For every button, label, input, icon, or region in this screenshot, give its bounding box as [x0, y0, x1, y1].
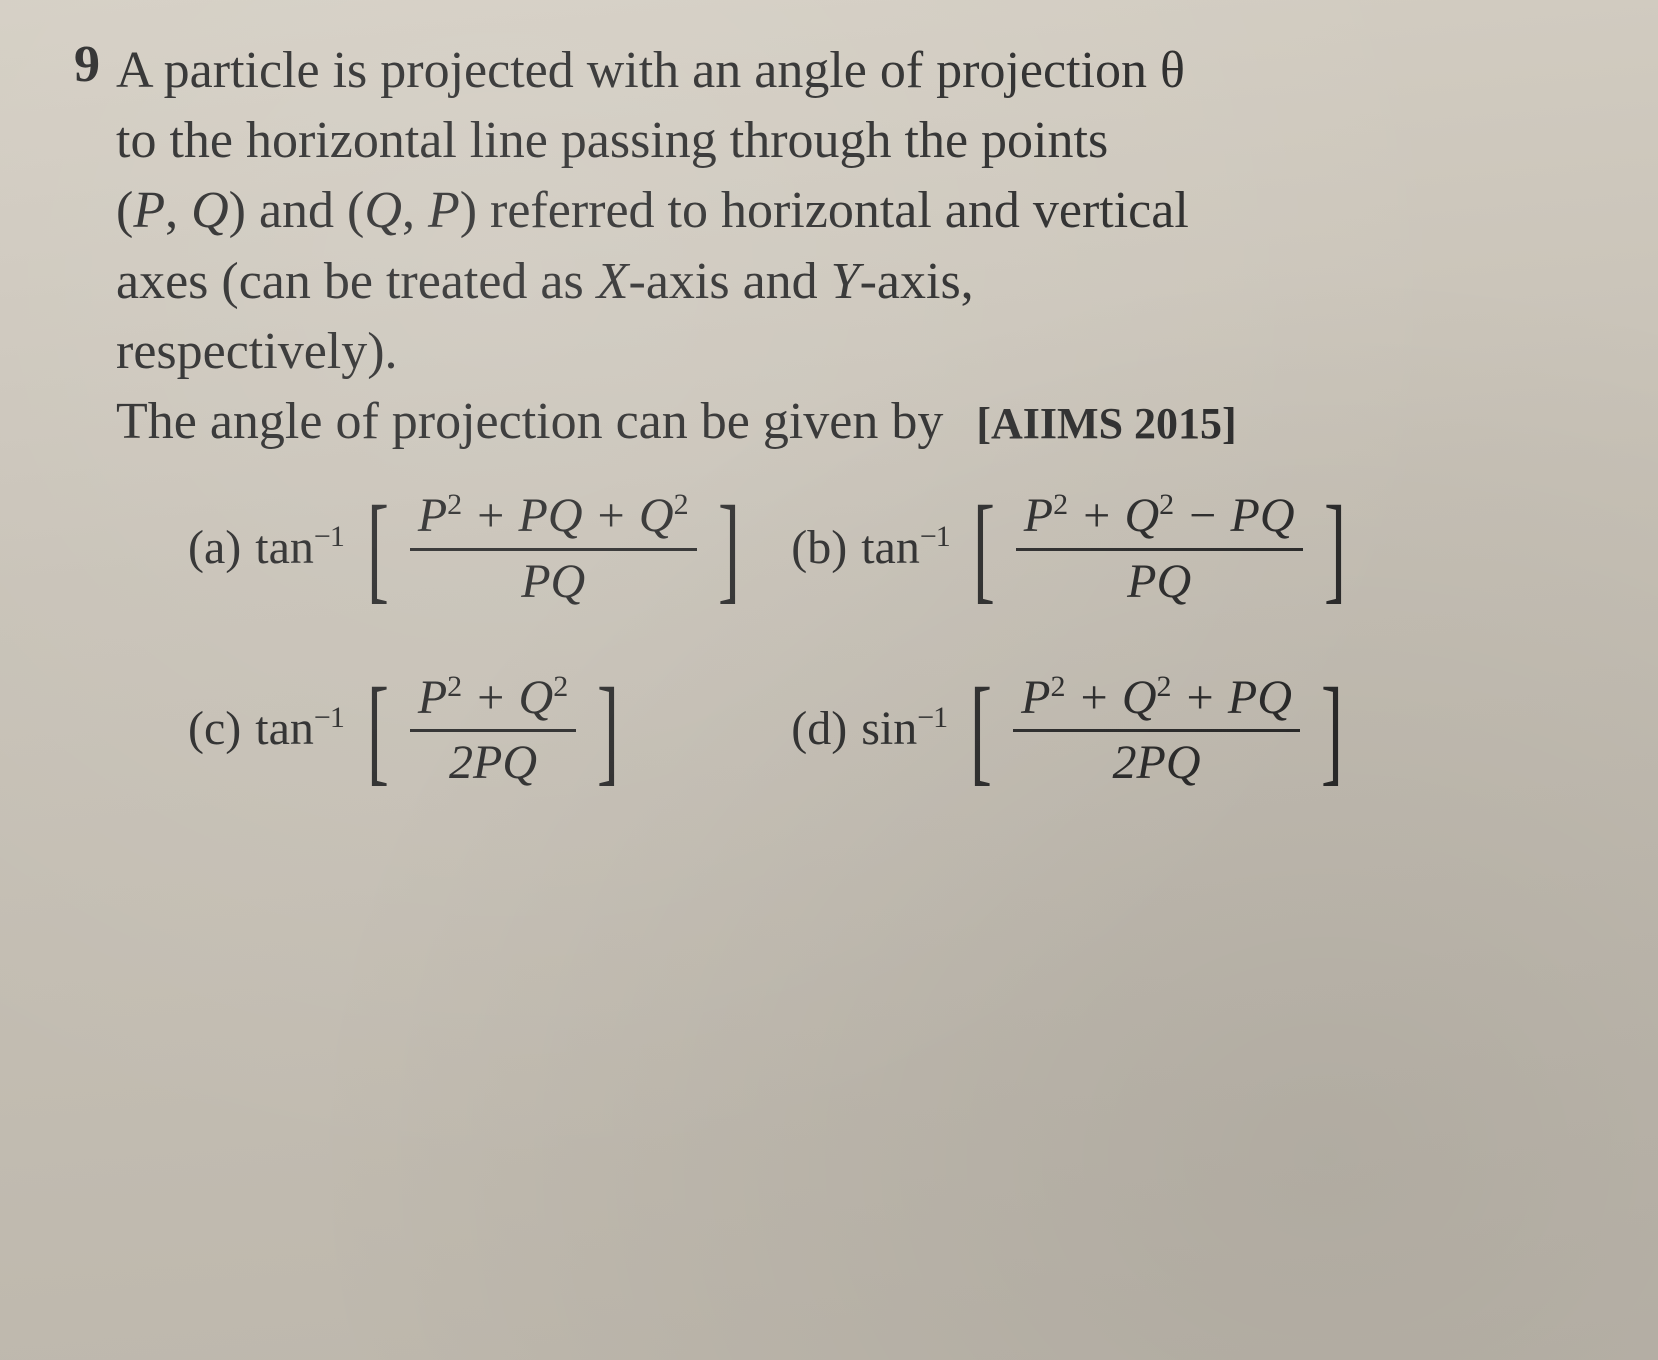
option-c-fraction: P2 + Q2 2PQ: [398, 667, 588, 793]
option-d: (d) sin−1 [ P2 + Q2 + PQ 2PQ ]: [791, 667, 1354, 793]
option-a-bracket: [ P2 + PQ + Q2 PQ ]: [358, 485, 749, 611]
option-a: (a) tan−1 [ P2 + PQ + Q2 PQ ]: [188, 485, 751, 611]
option-a-numerator: P2 + PQ + Q2: [410, 485, 697, 545]
option-c-denominator: 2PQ: [441, 734, 545, 792]
option-d-func: sin−1: [861, 697, 947, 762]
option-b-numerator: P2 + Q2 − PQ: [1016, 485, 1303, 545]
question-prompt: The angle of projection can be given by: [116, 393, 943, 450]
option-a-fraction: P2 + PQ + Q2 PQ: [398, 485, 709, 611]
left-bracket-icon: [: [367, 500, 389, 596]
question-block: 9 A particle is projected with an angle …: [60, 36, 1598, 793]
option-d-inv: −1: [917, 701, 947, 734]
source-tag: [AIIMS 2015]: [976, 399, 1236, 448]
left-bracket-icon: [: [367, 682, 389, 778]
option-a-func: tan−1: [255, 516, 344, 581]
option-a-label: (a): [188, 516, 241, 581]
right-bracket-icon: ]: [1321, 682, 1343, 778]
question-prompt-line: The angle of projection can be given by …: [116, 387, 1354, 457]
question-text: A particle is projected with an angle of…: [116, 36, 1354, 793]
option-c-funcname: tan: [255, 702, 314, 755]
right-bracket-icon: ]: [597, 682, 619, 778]
question-line-2: to the horizontal line passing through t…: [116, 106, 1354, 176]
fraction-bar: [410, 548, 697, 551]
question-number: 9: [60, 36, 100, 93]
option-d-numerator: P2 + Q2 + PQ: [1013, 667, 1300, 727]
option-a-inv: −1: [314, 520, 344, 553]
question-line-3: (P, Q) and (Q, P) referred to horizontal…: [116, 176, 1354, 246]
fraction-bar: [1013, 729, 1300, 732]
option-b-inv: −1: [920, 520, 950, 553]
option-d-label: (d): [791, 697, 847, 762]
option-a-denominator: PQ: [513, 553, 593, 611]
option-c-bracket: [ P2 + Q2 2PQ ]: [358, 667, 628, 793]
option-b: (b) tan−1 [ P2 + Q2 − PQ PQ ]: [791, 485, 1354, 611]
right-bracket-icon: ]: [718, 500, 740, 596]
option-b-bracket: [ P2 + Q2 − PQ PQ ]: [964, 485, 1355, 611]
option-b-func: tan−1: [861, 516, 950, 581]
left-bracket-icon: [: [973, 500, 995, 596]
left-bracket-icon: [: [970, 682, 992, 778]
option-c-numerator: P2 + Q2: [410, 667, 576, 727]
option-c: (c) tan−1 [ P2 + Q2 2PQ ]: [188, 667, 751, 793]
option-c-inv: −1: [314, 701, 344, 734]
option-d-fraction: P2 + Q2 + PQ 2PQ: [1001, 667, 1312, 793]
option-d-funcname: sin: [861, 702, 917, 755]
option-b-fraction: P2 + Q2 − PQ PQ: [1004, 485, 1315, 611]
question-line-5: respectively).: [116, 317, 1354, 387]
question-line-4: axes (can be treated as X-axis and Y-axi…: [116, 247, 1354, 317]
option-a-funcname: tan: [255, 521, 314, 574]
right-bracket-icon: ]: [1323, 500, 1345, 596]
option-b-label: (b): [791, 516, 847, 581]
option-d-denominator: 2PQ: [1105, 734, 1209, 792]
page: 9 A particle is projected with an angle …: [0, 0, 1658, 1360]
option-c-label: (c): [188, 697, 241, 762]
option-d-bracket: [ P2 + Q2 + PQ 2PQ ]: [961, 667, 1352, 793]
option-b-denominator: PQ: [1119, 553, 1199, 611]
fraction-bar: [1016, 548, 1303, 551]
option-b-funcname: tan: [861, 521, 920, 574]
fraction-bar: [410, 729, 576, 732]
option-c-func: tan−1: [255, 697, 344, 762]
options-grid: (a) tan−1 [ P2 + PQ + Q2 PQ ]: [116, 485, 1354, 793]
question-line-1: A particle is projected with an angle of…: [116, 36, 1354, 106]
